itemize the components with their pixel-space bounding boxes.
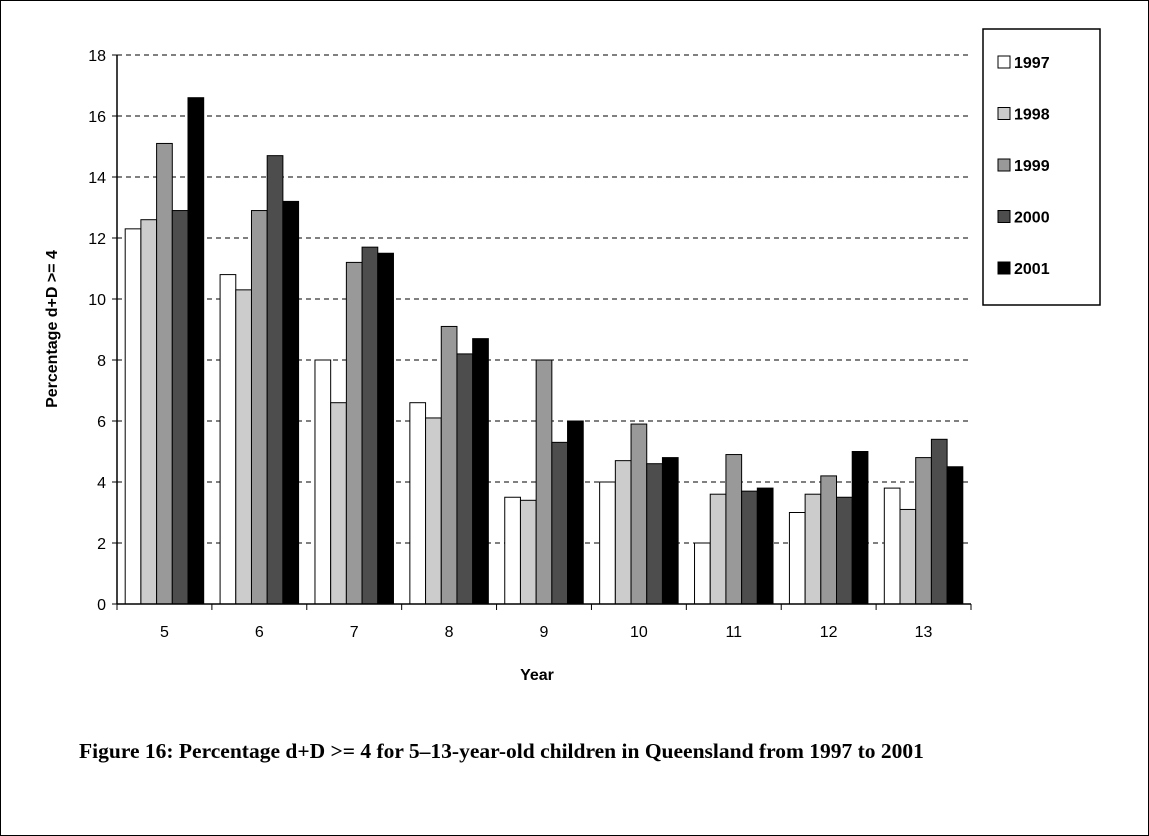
- x-tick-label: 5: [160, 624, 169, 641]
- bar-1998-8: [425, 417, 442, 605]
- bar-2000-5: [171, 210, 189, 605]
- y-axis-title: Percentage d+D >= 4: [44, 250, 61, 408]
- x-tick-label: 8: [445, 624, 454, 641]
- y-tick-label: 14: [88, 170, 106, 187]
- legend-label-2001: 2001: [1014, 261, 1050, 278]
- bar-1999-8: [440, 325, 458, 605]
- bar-1997-6: [219, 274, 237, 605]
- x-tick-label: 11: [725, 624, 742, 641]
- bar-2001-12: [851, 451, 869, 605]
- bar-2001-5: [187, 97, 205, 605]
- bar-2000-10: [646, 463, 663, 605]
- bar-2001-13: [946, 466, 964, 605]
- axes: 0 2 4 6 8 10 12 14 16 18 5 6 7 8 9 10 11 12 13: [88, 48, 972, 641]
- legend-swatch-1999: [997, 158, 1011, 172]
- bar-1998-7: [330, 402, 347, 605]
- y-tick-label: 0: [97, 597, 106, 614]
- x-tick-label: 6: [255, 624, 264, 641]
- x-tick-label: 9: [540, 624, 549, 641]
- legend-label-1999: 1999: [1014, 158, 1050, 175]
- bar-1997-12: [788, 512, 806, 605]
- bar-1998-13: [899, 508, 917, 605]
- bar-1998-9: [519, 499, 537, 605]
- legend-swatch-2000: [997, 210, 1011, 223]
- bar-2000-7: [361, 246, 379, 605]
- bar-1997-9: [504, 496, 521, 605]
- legend-label-2000: 2000: [1014, 210, 1050, 227]
- bar-1998-10: [614, 460, 632, 605]
- legend-label-1997: 1997: [1014, 55, 1050, 72]
- bar-2001-7: [377, 252, 394, 605]
- y-tick-label: 6: [97, 414, 106, 431]
- bar-1999-5: [156, 142, 173, 605]
- bar-1998-5: [140, 219, 158, 605]
- bar-1997-11: [694, 542, 711, 605]
- bar-1999-10: [630, 423, 648, 605]
- legend-swatch-1998: [997, 107, 1011, 120]
- legend-swatch-1997: [997, 55, 1011, 69]
- bar-1999-6: [250, 210, 268, 605]
- bar-1997-7: [314, 359, 332, 605]
- bar-1998-11: [709, 493, 727, 605]
- y-tick-label: 2: [97, 536, 106, 553]
- bar-1999-7: [345, 261, 363, 605]
- y-tick-label: 18: [88, 48, 106, 65]
- bar-2001-8: [472, 338, 489, 605]
- bar-2000-6: [266, 155, 284, 605]
- bar-1997-8: [409, 402, 427, 605]
- bar-1997-13: [883, 487, 901, 605]
- bar-2001-9: [567, 420, 584, 605]
- bar-2001-6: [282, 200, 300, 605]
- bars: [124, 97, 964, 605]
- bar-1999-11: [725, 454, 743, 605]
- x-tick-label: 7: [350, 624, 359, 641]
- y-tick-label: 16: [88, 109, 106, 126]
- bar-2000-11: [741, 490, 758, 605]
- legend: 1997 1998 1999 2000 2001: [982, 28, 1101, 306]
- bar-2000-13: [930, 438, 948, 605]
- y-tick-label: 12: [88, 231, 106, 248]
- bar-1998-6: [235, 289, 252, 605]
- legend-swatch-2001: [997, 261, 1011, 275]
- legend-label-1998: 1998: [1014, 107, 1050, 124]
- figure-caption: Figure 16: Percentage d+D >= 4 for 5–13-…: [79, 739, 924, 763]
- bar-1999-9: [535, 359, 553, 605]
- bar-1997-10: [599, 481, 616, 605]
- bar-1999-12: [820, 475, 838, 605]
- bar-2000-12: [836, 496, 853, 605]
- y-tick-label: 10: [88, 292, 106, 309]
- x-tick-label: 12: [820, 624, 838, 641]
- bar-1999-13: [915, 457, 932, 605]
- bar-chart: 0 2 4 6 8 10 12 14 16 18 5 6 7 8 9 10 11 12 13 Year Percen…: [44, 28, 1101, 684]
- bar-1998-12: [804, 493, 822, 605]
- y-tick-label: 8: [97, 353, 106, 370]
- x-axis-title: Year: [520, 667, 554, 684]
- bar-2000-9: [551, 441, 569, 605]
- bar-2001-10: [661, 457, 679, 605]
- y-tick-label: 4: [97, 475, 106, 492]
- x-tick-label: 13: [915, 624, 933, 641]
- bar-2001-11: [756, 487, 774, 605]
- bar-1997-5: [124, 228, 142, 605]
- x-tick-label: 10: [630, 624, 648, 641]
- bar-2000-8: [456, 353, 474, 605]
